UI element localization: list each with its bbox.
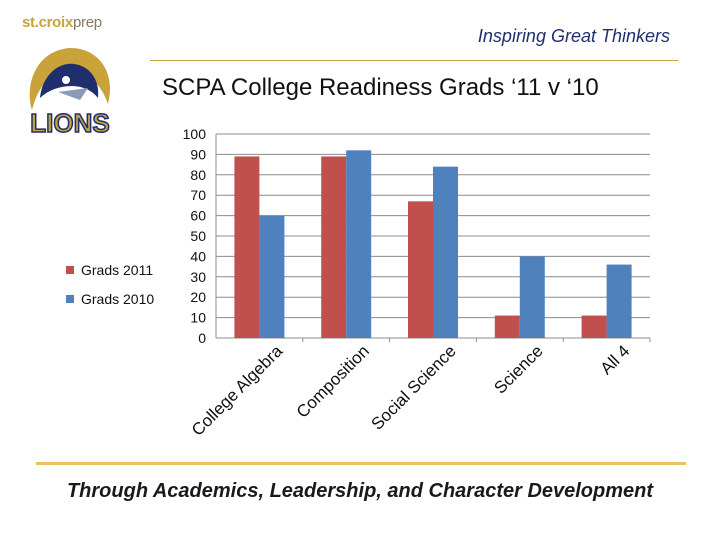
- y-tick-label: 0: [198, 330, 206, 346]
- bar-chart: 0 10 20 30 40 50 60 70 80 90 100 College Algebra Com…: [183, 126, 651, 440]
- legend-label-2011: Grads 2011: [81, 262, 154, 278]
- bar-2011-composition: [321, 156, 347, 338]
- bar-2011-all-4: [581, 315, 607, 338]
- bar-2010-composition: [346, 150, 372, 338]
- y-tick-label: 100: [183, 126, 207, 142]
- y-tick-label: 10: [190, 310, 206, 326]
- legend-label-2010: Grads 2010: [81, 291, 155, 307]
- brand-wordmark: st.croixprep: [22, 14, 102, 31]
- y-tick-label: 40: [190, 248, 206, 264]
- lions-logo-icon: LIONS: [30, 48, 110, 139]
- legend-item-2010: Grads 2010: [66, 291, 154, 307]
- brand-suffix: prep: [72, 14, 102, 31]
- legend-swatch-2011: [66, 266, 74, 274]
- bar-2011-science: [494, 315, 520, 338]
- x-category-label: Social Science: [368, 341, 460, 433]
- y-tick-label: 50: [190, 228, 206, 244]
- x-category-label: Science: [490, 341, 546, 397]
- y-tick-label: 80: [190, 167, 206, 183]
- legend-swatch-2010: [66, 295, 74, 303]
- header-divider: [150, 60, 678, 61]
- chart-title: SCPA College Readiness Grads ‘11 v ‘10: [162, 74, 599, 101]
- bar-2010-science: [519, 256, 545, 338]
- logo-text: LIONS: [30, 108, 109, 138]
- x-category-label: College Algebra: [188, 341, 287, 440]
- y-tick-label: 30: [190, 269, 206, 285]
- x-category-label: All 4: [597, 341, 634, 378]
- bar-2010-social-science: [433, 166, 458, 338]
- y-tick-label: 60: [190, 208, 206, 224]
- bar-2011-college-algebra: [234, 156, 260, 338]
- bar-2010-all-4: [606, 264, 632, 338]
- brand-name: st.croix: [22, 14, 73, 31]
- chart-legend: Grads 2011 Grads 2010: [66, 262, 154, 320]
- footer-divider: [36, 462, 686, 465]
- y-tick-label: 90: [190, 146, 206, 162]
- y-tick-label: 70: [190, 187, 206, 203]
- bar-2010-college-algebra: [259, 215, 285, 338]
- y-tick-label: 20: [190, 289, 206, 305]
- footer-slogan: Through Academics, Leadership, and Chara…: [66, 480, 654, 502]
- x-category-label: Composition: [293, 341, 373, 421]
- tagline: Inspiring Great Thinkers: [477, 26, 670, 46]
- bar-2011-social-science: [408, 201, 433, 338]
- legend-item-2011: Grads 2011: [66, 262, 154, 278]
